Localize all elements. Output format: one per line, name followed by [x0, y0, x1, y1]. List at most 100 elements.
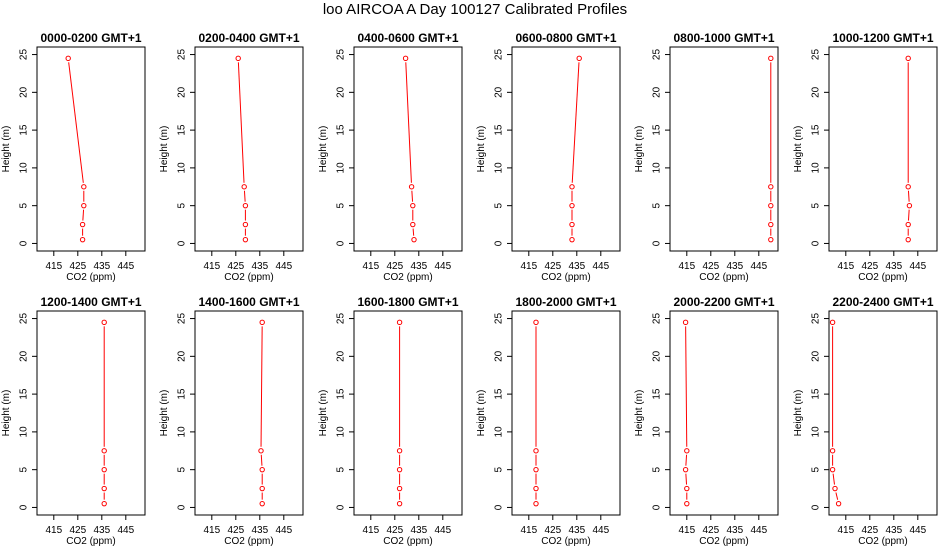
data-point — [905, 221, 911, 228]
data-point — [684, 485, 690, 492]
y-tick-label: 20 — [811, 350, 822, 362]
y-tick-label: 25 — [811, 49, 822, 61]
x-tick-label: 435 — [93, 525, 110, 536]
data-point — [829, 466, 836, 473]
x-tick-label: 425 — [702, 525, 719, 536]
x-tick-label: 435 — [410, 261, 427, 272]
y-tick-label: 25 — [652, 49, 663, 61]
data-point — [905, 236, 911, 243]
profile-line-segment — [685, 326, 688, 447]
data-point — [829, 319, 836, 326]
x-tick-label: 425 — [69, 261, 86, 272]
y-tick-label: 10 — [19, 162, 30, 174]
x-tick-label: 425 — [544, 261, 561, 272]
data-point — [906, 202, 913, 209]
y-tick-label: 0 — [19, 504, 30, 510]
data-point — [101, 500, 107, 507]
y-tick-label: 10 — [811, 426, 822, 438]
y-tick-label: 5 — [336, 202, 347, 208]
profile-line-segment — [685, 473, 688, 485]
x-tick-label: 425 — [386, 261, 403, 272]
y-tick-label: 15 — [177, 388, 188, 400]
data-point — [682, 466, 689, 473]
data-point — [242, 202, 249, 209]
x-axis-label: CO2 (ppm) — [383, 536, 432, 547]
plot-frame — [353, 46, 463, 252]
panel-title: 2000-2200 GMT+1 — [673, 295, 774, 309]
y-tick-label: 0 — [336, 504, 347, 510]
data-point — [242, 221, 249, 228]
x-tick-label: 435 — [885, 525, 902, 536]
data-point — [835, 500, 842, 507]
x-tick-label: 425 — [702, 261, 719, 272]
data-point — [235, 55, 241, 62]
data-point — [533, 448, 539, 454]
x-tick-label: 445 — [434, 261, 451, 272]
data-point — [242, 236, 249, 243]
y-tick-label: 5 — [811, 202, 822, 208]
y-tick-label: 25 — [652, 313, 663, 325]
plot-frame — [511, 310, 621, 516]
y-tick-label: 15 — [336, 124, 347, 136]
x-tick-label: 445 — [592, 525, 609, 536]
data-point — [569, 221, 575, 228]
y-axis-label: Height (m) — [159, 390, 170, 437]
data-point — [905, 184, 911, 190]
y-tick-label: 25 — [177, 313, 188, 325]
y-tick-label: 5 — [177, 466, 188, 472]
y-tick-label: 15 — [494, 388, 505, 400]
data-point — [569, 202, 575, 209]
y-axis-label: Height (m) — [159, 126, 170, 173]
profile-line-segment — [68, 62, 84, 183]
y-tick-label: 0 — [494, 504, 505, 510]
x-tick-label: 415 — [45, 525, 62, 536]
x-tick-label: 445 — [434, 525, 451, 536]
profile-line-segment — [412, 228, 415, 236]
panel-title: 1200-1400 GMT+1 — [40, 295, 141, 309]
x-tick-label: 415 — [520, 261, 537, 272]
y-tick-label: 5 — [494, 466, 505, 472]
y-tick-label: 20 — [652, 350, 663, 362]
data-point — [79, 236, 86, 243]
data-point — [402, 55, 409, 62]
profile-line-segment — [243, 190, 246, 202]
y-axis-label: Height (m) — [793, 126, 804, 173]
data-point — [101, 485, 107, 492]
profile-line-segment — [405, 62, 412, 183]
x-tick-label: 445 — [275, 525, 292, 536]
y-tick-label: 25 — [19, 49, 30, 61]
y-tick-label: 5 — [19, 202, 30, 208]
y-axis-label: Height (m) — [476, 390, 487, 437]
data-point — [81, 184, 87, 190]
y-tick-label: 0 — [336, 240, 347, 246]
data-point — [768, 202, 774, 209]
y-tick-label: 0 — [177, 240, 188, 246]
x-tick-label: 445 — [750, 261, 767, 272]
x-tick-label: 425 — [386, 525, 403, 536]
panel-title: 0600-0800 GMT+1 — [515, 31, 616, 45]
y-tick-label: 15 — [177, 124, 188, 136]
profile-line-segment — [82, 209, 85, 221]
x-tick-label: 415 — [678, 525, 695, 536]
panel-title: 1400-1600 GMT+1 — [198, 295, 299, 309]
y-tick-label: 5 — [19, 466, 30, 472]
y-tick-label: 10 — [177, 162, 188, 174]
data-point — [81, 202, 87, 209]
x-tick-label: 435 — [568, 525, 585, 536]
plot-frame — [828, 46, 938, 252]
y-tick-label: 15 — [336, 388, 347, 400]
x-axis-label: CO2 (ppm) — [699, 272, 748, 283]
x-tick-label: 445 — [275, 261, 292, 272]
x-tick-label: 425 — [861, 261, 878, 272]
y-axis-label: Height (m) — [318, 390, 329, 437]
x-axis-label: CO2 (ppm) — [224, 536, 273, 547]
x-tick-label: 435 — [568, 261, 585, 272]
plot-frame — [194, 310, 304, 516]
panel-title: 0400-0600 GMT+1 — [357, 31, 458, 45]
